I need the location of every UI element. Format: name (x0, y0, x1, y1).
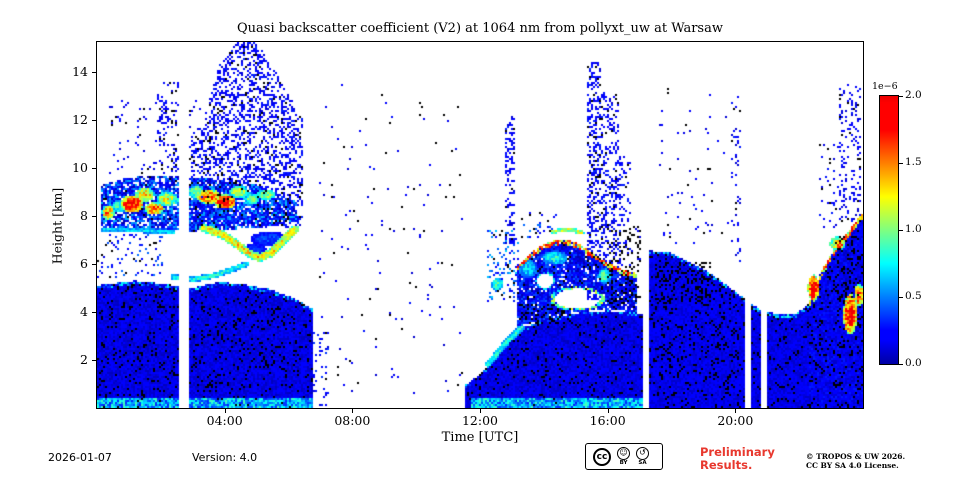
version-label: Version: 4.0 (192, 451, 258, 464)
y-tick-label: 8 (80, 208, 88, 223)
by-label: BY (619, 459, 628, 466)
x-tick-mark (352, 409, 354, 413)
x-tick-mark (224, 409, 226, 413)
cc-by-group: ☺ BY (617, 446, 630, 467)
cc-sa-group: ↺ SA (636, 446, 649, 467)
plot-area (96, 41, 864, 409)
heatmap-canvas (97, 42, 863, 408)
colorbar-tick-mark (899, 297, 903, 298)
x-tick-label: 08:00 (334, 413, 371, 428)
y-tick-mark (92, 264, 96, 265)
colorbar-gradient-canvas (880, 96, 898, 364)
colorbar-tick-label: 1.0 (905, 223, 922, 235)
preliminary-line2: Results. (700, 457, 753, 472)
x-tick-mark (480, 409, 481, 413)
y-tick-label: 4 (80, 304, 88, 319)
copyright-note: © TROPOS & UW 2026. CC BY SA 4.0 License… (806, 452, 905, 470)
y-tick-mark (92, 168, 96, 169)
x-tick-label: 04:00 (206, 413, 243, 428)
y-tick-mark (92, 216, 96, 217)
colorbar-scale-label: 1e−6 (872, 81, 898, 92)
colorbar-tick-label: 0.0 (905, 357, 922, 369)
colorbar-tick-mark (899, 163, 903, 164)
y-tick-mark (92, 72, 96, 73)
y-tick-label: 10 (72, 160, 88, 175)
copyright-line1: © TROPOS & UW 2026. (806, 452, 906, 461)
colorbar-tick-label: 0.5 (905, 290, 922, 302)
person-icon: ☺ (617, 446, 630, 460)
x-tick-label: 16:00 (589, 413, 626, 428)
x-tick-label: 20:00 (717, 413, 754, 428)
y-tick-label: 12 (72, 112, 88, 127)
colorbar-tick-label: 2.0 (905, 89, 922, 101)
preliminary-line1: Preliminary (700, 445, 775, 459)
colorbar (879, 95, 899, 365)
y-axis-label: Height [km] (49, 187, 65, 265)
x-tick-label: 12:00 (461, 413, 499, 428)
y-tick-label: 6 (80, 256, 88, 271)
x-tick-mark (607, 409, 609, 413)
sa-label: SA (638, 459, 647, 466)
x-tick-mark (735, 409, 737, 413)
y-tick-mark (92, 120, 96, 121)
x-axis-label: Time [UTC] (441, 430, 519, 445)
preliminary-note: Preliminary Results. (700, 446, 775, 471)
colorbar-tick-mark (899, 230, 903, 231)
copyright-line2: CC BY SA 4.0 License. (806, 461, 899, 470)
cc-license-badge: cc ☺ BY ↺ SA (585, 443, 663, 470)
y-tick-mark (92, 360, 96, 361)
y-tick-mark (92, 312, 96, 313)
colorbar-tick-mark (899, 364, 903, 365)
share-alike-icon: ↺ (636, 446, 649, 460)
date-label: 2026-01-07 (48, 451, 112, 464)
cc-icon: cc (593, 447, 611, 466)
colorbar-tick-mark (899, 96, 903, 97)
y-tick-label: 14 (72, 64, 88, 79)
plot-title: Quasi backscatter coefficient (V2) at 10… (237, 21, 723, 36)
y-tick-label: 2 (80, 352, 88, 367)
colorbar-tick-label: 1.5 (905, 156, 922, 168)
